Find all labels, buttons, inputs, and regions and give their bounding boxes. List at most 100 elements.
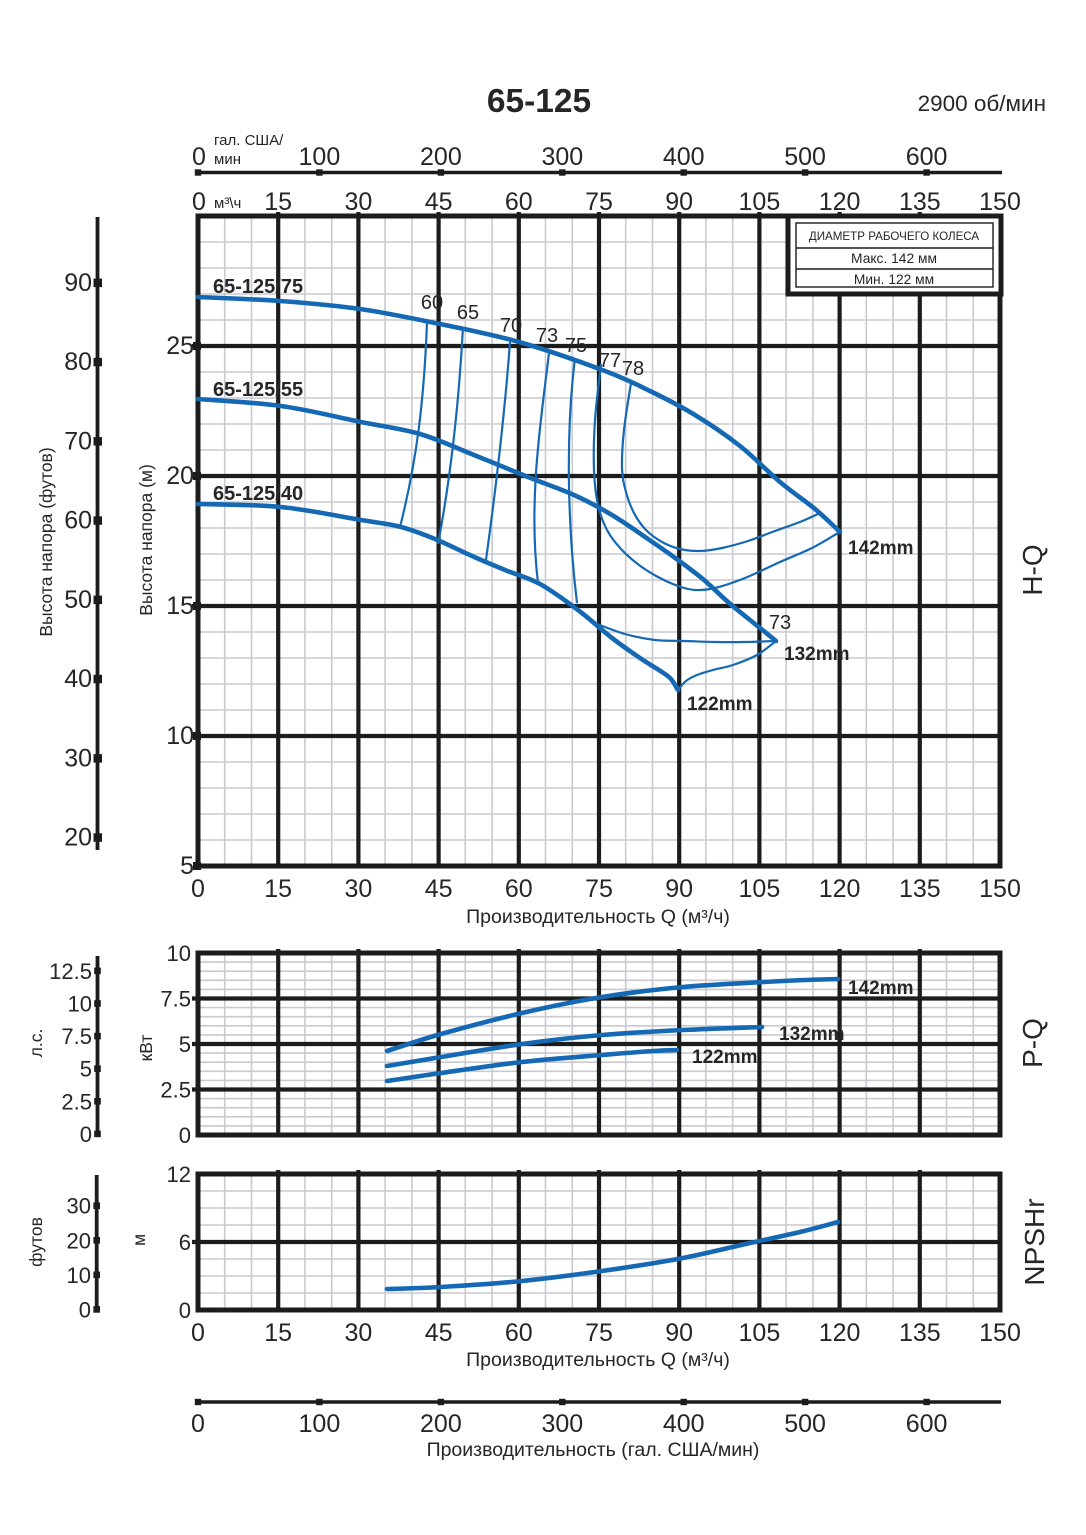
svg-text:30: 30 [344,188,372,216]
svg-text:65-125: 65-125 [487,83,591,120]
svg-text:м³\ч: м³\ч [214,195,241,212]
svg-text:л.с.: л.с. [26,1029,46,1058]
svg-text:75: 75 [585,188,613,216]
svg-text:20: 20 [64,824,92,852]
svg-text:5: 5 [180,852,194,880]
svg-text:120: 120 [819,188,861,216]
svg-text:30: 30 [344,875,372,903]
svg-text:2.5: 2.5 [61,1089,92,1114]
svg-text:ДИАМЕТР РАБОЧЕГО КОЛЕСА: ДИАМЕТР РАБОЧЕГО КОЛЕСА [809,230,980,243]
svg-text:200: 200 [420,143,462,171]
svg-text:142mm: 142mm [848,538,914,559]
svg-text:75: 75 [585,1319,613,1347]
svg-text:73: 73 [769,612,791,634]
svg-text:0: 0 [191,1410,205,1438]
svg-text:2.5: 2.5 [160,1078,191,1103]
svg-text:7.5: 7.5 [61,1024,92,1049]
svg-text:Производительность Q (м³/ч): Производительность Q (м³/ч) [466,906,730,928]
svg-text:0: 0 [191,875,205,903]
svg-text:300: 300 [541,1410,583,1438]
svg-text:60: 60 [505,188,533,216]
svg-text:0: 0 [191,1319,205,1347]
svg-text:500: 500 [784,1410,826,1438]
svg-text:30: 30 [67,1194,91,1219]
svg-text:105: 105 [739,188,781,216]
svg-text:45: 45 [425,188,453,216]
svg-text:60: 60 [64,507,92,535]
svg-text:150: 150 [979,875,1021,903]
svg-text:100: 100 [299,143,341,171]
svg-text:65-125/55: 65-125/55 [213,379,303,401]
svg-text:65-125/40: 65-125/40 [213,483,303,505]
svg-text:60: 60 [505,1319,533,1347]
svg-text:м: м [129,1234,149,1246]
svg-text:150: 150 [979,188,1021,216]
svg-text:77: 77 [599,350,621,372]
svg-text:122mm: 122mm [687,694,753,715]
svg-text:70: 70 [500,315,522,337]
svg-text:132mm: 132mm [784,644,850,665]
svg-text:200: 200 [420,1410,462,1438]
svg-text:Высота напора (м): Высота напора (м) [136,464,156,616]
svg-text:135: 135 [899,875,941,903]
svg-text:7.5: 7.5 [160,987,191,1012]
svg-text:10: 10 [167,941,191,966]
svg-text:90: 90 [665,1319,693,1347]
svg-text:45: 45 [425,875,453,903]
svg-text:150: 150 [979,1319,1021,1347]
svg-text:90: 90 [64,269,92,297]
svg-text:65-125/75: 65-125/75 [213,276,303,298]
svg-text:90: 90 [665,188,693,216]
svg-text:10: 10 [166,722,194,750]
svg-text:6: 6 [179,1230,191,1255]
svg-text:135: 135 [899,1319,941,1347]
svg-text:Высота напора (футов): Высота напора (футов) [36,447,56,636]
svg-text:футов: футов [26,1217,46,1267]
svg-text:Производительность (гал. США/м: Производительность (гал. США/мин) [427,1439,760,1461]
svg-text:120: 120 [819,1319,861,1347]
svg-text:73: 73 [536,325,558,347]
svg-text:0: 0 [79,1297,91,1322]
svg-text:30: 30 [344,1319,372,1347]
svg-text:Макс. 142 мм: Макс. 142 мм [851,251,937,266]
svg-text:100: 100 [299,1410,341,1438]
svg-text:15: 15 [264,1319,292,1347]
svg-text:2900 об/мин: 2900 об/мин [918,91,1046,116]
svg-text:25: 25 [166,332,194,360]
svg-text:0: 0 [192,143,206,171]
svg-text:Производительность Q (м³/ч): Производительность Q (м³/ч) [466,1349,730,1371]
svg-text:80: 80 [64,348,92,376]
svg-text:NPSHr: NPSHr [1019,1198,1050,1285]
svg-text:H-Q: H-Q [1017,544,1048,595]
svg-text:65: 65 [457,302,479,324]
svg-text:300: 300 [541,143,583,171]
svg-text:15: 15 [166,592,194,620]
svg-text:45: 45 [425,1319,453,1347]
svg-text:15: 15 [264,875,292,903]
svg-text:75: 75 [585,875,613,903]
svg-text:P-Q: P-Q [1017,1018,1048,1068]
svg-text:132mm: 132mm [779,1024,845,1045]
svg-text:12.5: 12.5 [49,959,92,984]
svg-text:105: 105 [739,1319,781,1347]
svg-text:0: 0 [179,1123,191,1148]
svg-text:0: 0 [80,1122,92,1147]
svg-text:120: 120 [819,875,861,903]
svg-text:0: 0 [192,188,206,216]
svg-text:12: 12 [167,1162,191,1187]
svg-text:60: 60 [421,292,443,314]
svg-text:105: 105 [739,875,781,903]
svg-text:мин: мин [214,151,241,168]
svg-text:кВт: кВт [136,1035,156,1062]
svg-text:142mm: 142mm [848,978,914,999]
svg-text:гал. США/: гал. США/ [214,132,284,149]
svg-text:78: 78 [622,358,644,380]
svg-text:135: 135 [899,188,941,216]
svg-text:600: 600 [906,143,948,171]
svg-text:60: 60 [505,875,533,903]
svg-text:600: 600 [906,1410,948,1438]
svg-text:400: 400 [663,1410,705,1438]
svg-text:10: 10 [67,1263,91,1288]
svg-text:5: 5 [179,1032,191,1057]
svg-text:30: 30 [64,744,92,772]
